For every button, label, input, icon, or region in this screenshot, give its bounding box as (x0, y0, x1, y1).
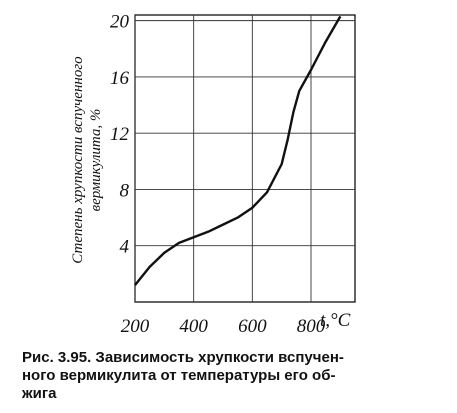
y-axis-label: Степень хрупкости вспученного вермикулит… (70, 56, 104, 264)
x-tick-label: 600 (238, 316, 267, 337)
y-tick-label: 12 (110, 124, 130, 145)
y-axis-label-line: Степень хрупкости вспученного (70, 56, 86, 264)
caption-line: Рис. 3.95. Зависимость хрупкости вспучен… (22, 349, 344, 366)
x-tick-label: 200 (121, 316, 150, 337)
y-tick-label: 20 (110, 12, 130, 33)
x-tick-label: 800 (297, 316, 326, 337)
caption-line: ного вермикулита от температуры его об- (22, 367, 335, 384)
plot-frame (134, 14, 356, 303)
y-axis-label-line: вермикулита, % (88, 109, 104, 212)
y-tick-label: 16 (110, 68, 130, 89)
caption-line: жига (21, 385, 57, 402)
y-tick-label: 8 (120, 180, 130, 201)
x-axis-label: t,°C (320, 310, 351, 331)
x-tick-label: 400 (179, 316, 208, 337)
y-tick-label: 4 (120, 237, 130, 258)
data-line (134, 15, 342, 286)
